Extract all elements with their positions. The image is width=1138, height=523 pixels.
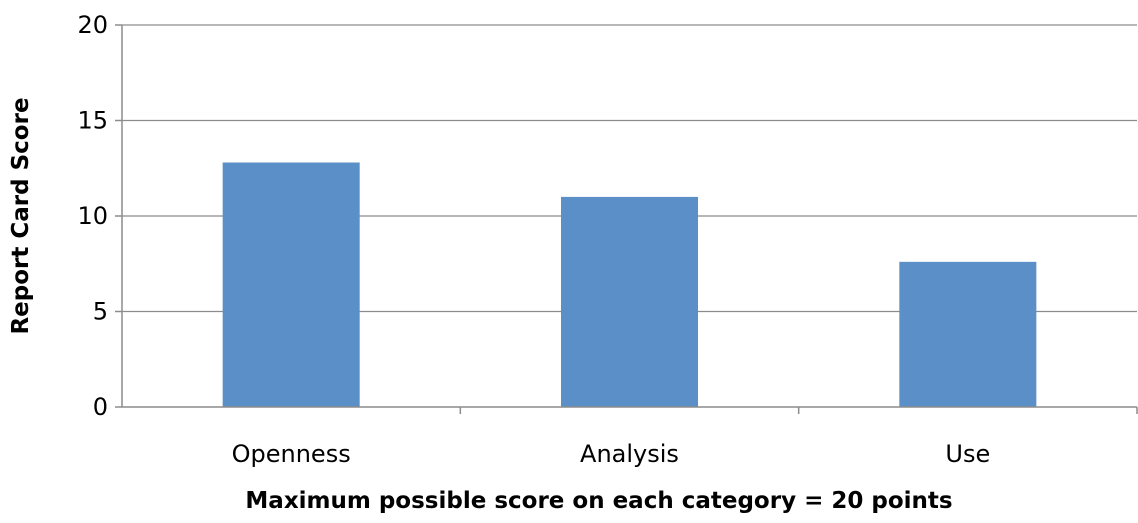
x-tick-label: Analysis <box>580 440 679 468</box>
axes <box>115 24 1138 414</box>
y-tick-label: 15 <box>77 107 108 135</box>
y-tick-label: 5 <box>93 298 108 326</box>
bars <box>222 162 1037 407</box>
y-axis-title: Report Card Score <box>8 97 34 334</box>
x-tick-label: Openness <box>232 440 351 468</box>
x-tick-labels: Openness Analysis Use <box>232 440 991 468</box>
y-tick-label: 20 <box>77 11 108 39</box>
x-axis-title: Maximum possible score on each category … <box>245 488 952 514</box>
bar-openness <box>222 162 360 407</box>
x-tick-label: Use <box>945 440 990 468</box>
bar-analysis <box>560 196 699 407</box>
y-tick-label: 10 <box>77 202 108 230</box>
bar-use <box>899 261 1037 407</box>
y-tick-labels: 0 5 10 15 20 <box>77 11 108 421</box>
y-tick-label: 0 <box>93 393 108 421</box>
